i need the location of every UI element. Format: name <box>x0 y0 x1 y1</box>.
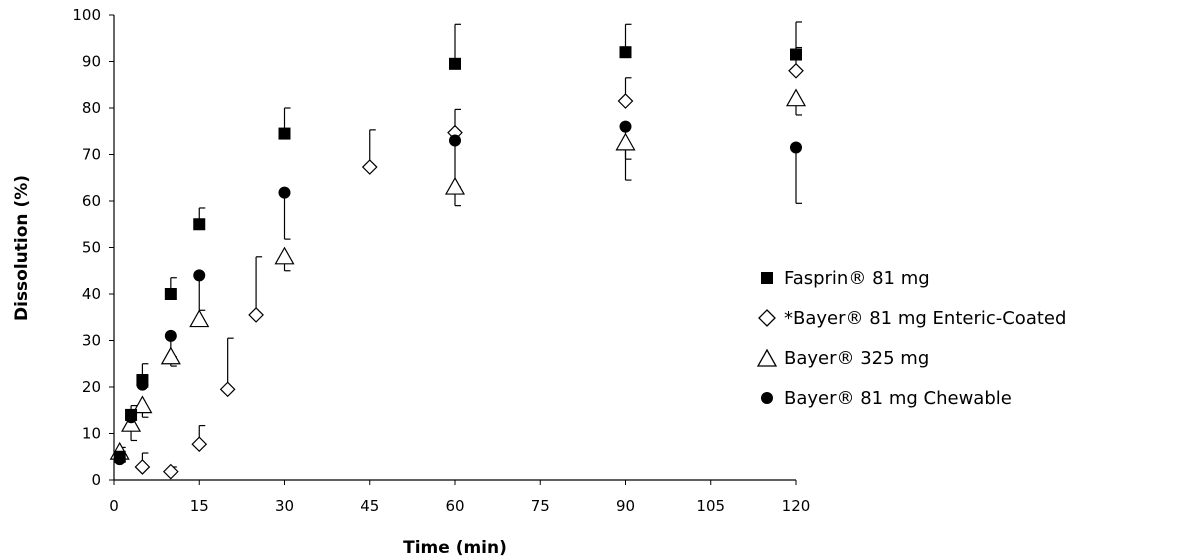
legend-label: Fasprin® 81 mg <box>784 267 930 289</box>
y-tick-label: 80 <box>82 99 101 117</box>
data-point-circle <box>113 453 126 466</box>
y-tick-label: 60 <box>82 192 101 210</box>
data-point-triangle <box>274 246 295 265</box>
open-triangle-icon <box>756 347 778 369</box>
data-point-diamond <box>361 159 378 175</box>
data-point-square <box>164 288 177 300</box>
data-point-triangle <box>615 132 636 151</box>
legend-item-fasprin: Fasprin® 81 mg <box>756 258 1066 298</box>
y-tick-label: 20 <box>82 378 101 396</box>
y-tick-label: 50 <box>82 239 101 257</box>
data-point-triangle <box>160 346 181 365</box>
data-point-square <box>193 218 206 231</box>
data-point-diamond <box>134 459 151 475</box>
y-tick-label: 0 <box>91 471 101 489</box>
axes <box>109 14 797 485</box>
data-point-diamond <box>219 381 236 398</box>
x-tick-label: 15 <box>190 497 209 515</box>
data-point-triangle <box>189 309 210 328</box>
data-point-triangle <box>132 395 153 414</box>
legend-item-bayer-chewable: Bayer® 81 mg Chewable <box>756 378 1066 418</box>
data-point-triangle <box>444 176 466 195</box>
data-point-circle <box>136 378 149 391</box>
open-diamond-icon <box>756 307 778 329</box>
x-tick-label: 30 <box>275 497 294 515</box>
data-point-circle <box>278 186 291 199</box>
x-tick-label: 120 <box>782 497 811 515</box>
legend-label: Bayer® 81 mg Chewable <box>784 387 1012 409</box>
data-point-square <box>619 46 632 59</box>
y-tick-label: 100 <box>72 6 101 24</box>
legend-label: *Bayer® 81 mg Enteric-Coated <box>784 307 1067 329</box>
data-point-diamond <box>191 436 208 453</box>
error-bars <box>119 21 802 472</box>
data-point-circle <box>790 141 802 154</box>
data-markers <box>109 46 807 480</box>
y-tick-label: 40 <box>82 285 101 303</box>
y-tick-label: 70 <box>82 146 101 164</box>
legend: Fasprin® 81 mg *Bayer® 81 mg Enteric-Coa… <box>756 258 1066 418</box>
legend-item-bayer-enteric: *Bayer® 81 mg Enteric-Coated <box>756 298 1066 338</box>
x-axis-title: Time (min) <box>403 538 507 558</box>
x-tick-label: 0 <box>109 497 119 515</box>
filled-circle-icon <box>756 387 778 409</box>
legend-label: Bayer® 325 mg <box>784 347 930 369</box>
y-axis-title: Dissolution (%) <box>12 175 32 321</box>
data-point-diamond <box>162 463 179 480</box>
data-point-circle <box>193 269 206 282</box>
data-point-diamond <box>788 62 804 79</box>
x-tick-label: 45 <box>360 497 379 515</box>
data-point-square <box>278 127 291 140</box>
data-point-circle <box>125 411 138 424</box>
legend-item-bayer-325: Bayer® 325 mg <box>756 338 1066 378</box>
data-point-square <box>790 48 802 61</box>
filled-square-icon <box>756 267 778 289</box>
data-point-diamond <box>617 93 634 109</box>
data-point-diamond <box>248 307 264 323</box>
data-point-circle <box>164 329 177 342</box>
x-tick-label: 60 <box>445 497 464 515</box>
tick-labels: 0 10 20 30 40 50 60 70 80 90 100 0 15 30 45 60 75 90 105 12… <box>72 6 810 515</box>
y-tick-label: 30 <box>82 332 101 350</box>
data-point-triangle <box>785 88 807 107</box>
x-tick-label: 75 <box>531 497 550 515</box>
x-tick-label: 105 <box>696 497 725 515</box>
y-tick-label: 10 <box>82 425 101 443</box>
data-point-circle <box>449 134 461 147</box>
data-point-circle <box>619 120 632 133</box>
y-tick-label: 90 <box>82 53 101 71</box>
x-tick-label: 90 <box>616 497 635 515</box>
data-point-square <box>449 57 461 70</box>
